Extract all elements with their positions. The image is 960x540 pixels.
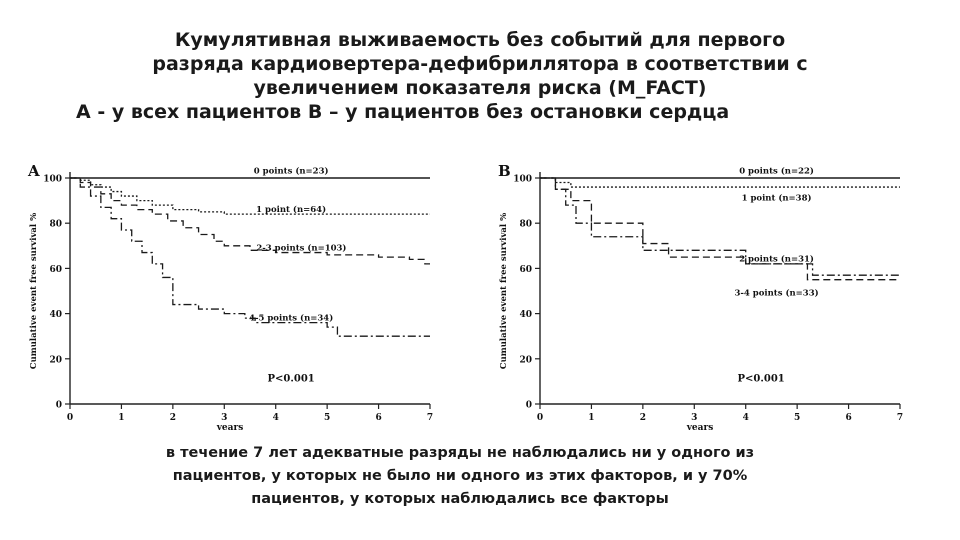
chart-b-plot: B 0 20 40 60 80 100 0 1 2 3 4 5 6 7 years Cumulative eve… <box>498 162 903 430</box>
x-tick-label: 3 <box>691 413 697 423</box>
y-tick-label: 40 <box>519 310 532 320</box>
x-axis-label: years <box>216 423 244 430</box>
series-line-3 <box>70 177 430 265</box>
y-tick-label: 60 <box>519 265 532 275</box>
x-tick-label: 2 <box>640 413 646 423</box>
x-tick-label: 0 <box>67 413 73 423</box>
series-label-4: 4-5 points (n=34) <box>249 312 333 323</box>
x-tick-label: 4 <box>273 413 279 423</box>
title-line-2: разряда кардиовертера-дефибриллятора в с… <box>152 53 808 75</box>
chart-panel-a: A 0 20 40 60 80 100 0 1 2 3 4 5 6 7 years Cumulative eve… <box>27 162 433 430</box>
series-label-1: 0 points (n=23) <box>254 165 329 176</box>
x-tick-label: 1 <box>118 413 124 423</box>
title-line-4: A - у всех пациентов B – у пациентов без… <box>76 101 730 123</box>
series-line-2 <box>540 177 900 188</box>
y-tick-label: 60 <box>49 265 62 275</box>
caption-line-1: в течение 7 лет адекватные разряды не на… <box>165 445 755 461</box>
x-tick-label: 5 <box>794 413 800 423</box>
caption: в течение 7 лет адекватные разряды не на… <box>90 442 830 511</box>
caption-line-3: пациентов, у которых наблюдались все фак… <box>251 491 669 507</box>
x-tick-label: 5 <box>324 413 330 423</box>
x-tick-label: 0 <box>537 413 543 423</box>
y-axis-label: Cumulative event free survival % <box>499 213 509 369</box>
x-tick-label: 2 <box>170 413 176 423</box>
y-tick-label: 0 <box>56 401 62 411</box>
chart-a-plot: A 0 20 40 60 80 100 0 1 2 3 4 5 6 7 years Cumulative eve… <box>27 162 433 430</box>
slide-title: Кумулятивная выживаемость без событий дл… <box>40 28 920 124</box>
y-tick-label: 100 <box>43 175 62 185</box>
panel-label: A <box>27 162 40 180</box>
panel-label: B <box>498 162 511 180</box>
chart-panel-b: B 0 20 40 60 80 100 0 1 2 3 4 5 6 7 years Cumulative eve… <box>498 162 903 430</box>
series-line-2 <box>70 177 430 215</box>
series-label-4: 3-4 points (n=33) <box>734 288 818 299</box>
y-tick-label: 20 <box>49 355 62 365</box>
series-line-3 <box>540 177 900 281</box>
series-line-4 <box>540 177 900 276</box>
y-tick-label: 0 <box>526 401 532 411</box>
p-value-annotation: P<0.001 <box>268 373 315 384</box>
series-label-3: 2 points (n=31) <box>739 254 814 265</box>
series-label-2: 1 point (n=38) <box>742 193 812 204</box>
caption-line-2: пациентов, у которых не было ни одного и… <box>172 468 748 484</box>
y-tick-label: 80 <box>49 220 62 230</box>
x-tick-label: 6 <box>375 413 381 423</box>
series-line-4 <box>70 177 430 337</box>
x-tick-label: 4 <box>743 413 749 423</box>
y-tick-label: 40 <box>49 310 62 320</box>
series-label-3: 2-3 points (n=103) <box>256 242 346 253</box>
y-tick-label: 20 <box>519 355 532 365</box>
title-line-1: Кумулятивная выживаемость без событий дл… <box>174 29 786 51</box>
y-tick-label: 100 <box>513 175 532 185</box>
x-tick-label: 1 <box>588 413 594 423</box>
y-tick-label: 80 <box>519 220 532 230</box>
title-line-3: увеличением показателя риска (M_FACT) <box>253 77 707 99</box>
series-label-1: 0 points (n=22) <box>739 165 814 176</box>
x-axis-label: years <box>686 423 714 430</box>
x-tick-label: 6 <box>845 413 851 423</box>
y-axis-label: Cumulative event free survival % <box>29 213 39 369</box>
series-label-2: 1 point (n=64) <box>256 204 326 215</box>
p-value-annotation: P<0.001 <box>738 373 785 384</box>
x-tick-label: 7 <box>897 413 903 423</box>
x-tick-label: 3 <box>221 413 227 423</box>
x-tick-label: 7 <box>427 413 433 423</box>
